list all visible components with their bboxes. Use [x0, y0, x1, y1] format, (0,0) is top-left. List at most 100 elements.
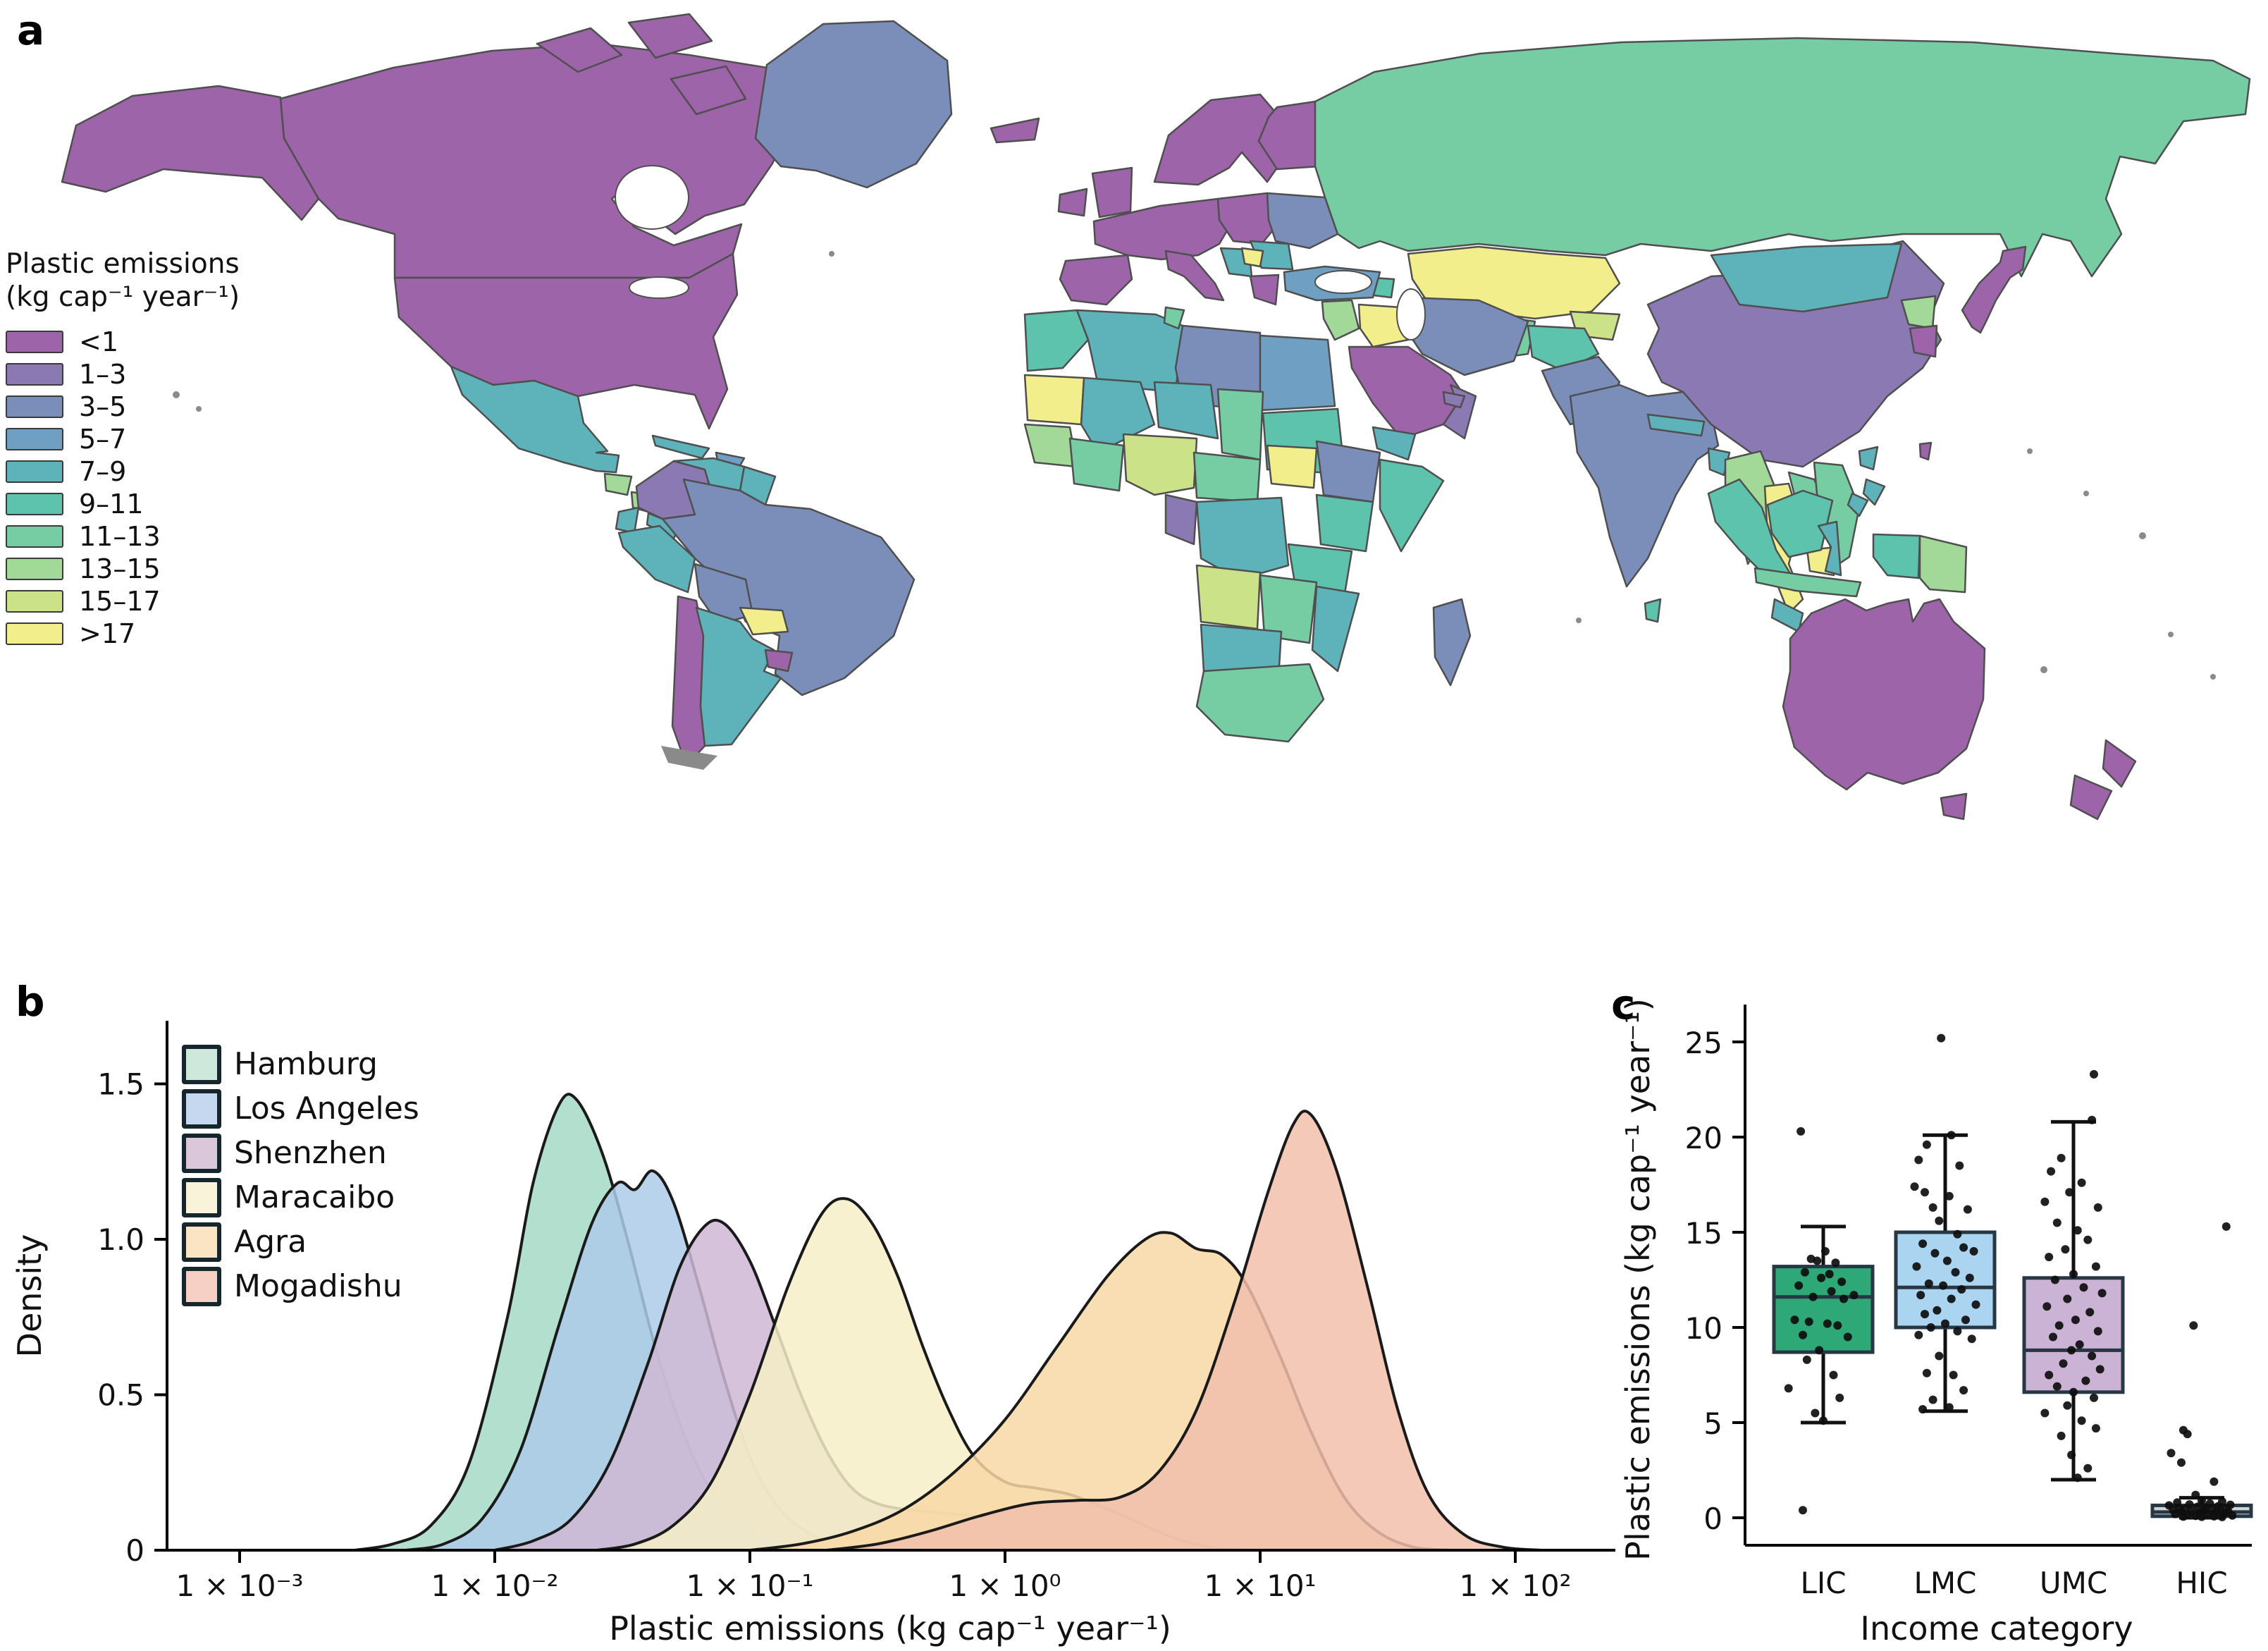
- data-point: [1961, 1315, 1970, 1325]
- island-speck: [2139, 532, 2146, 539]
- data-point: [1914, 1330, 1923, 1339]
- region-cuba: [651, 434, 710, 460]
- data-point: [2077, 1416, 2086, 1425]
- water-body: [1396, 288, 1426, 340]
- data-point: [1808, 1292, 1818, 1301]
- data-point: [1951, 1268, 1960, 1277]
- data-point: [2073, 1226, 2082, 1235]
- x-axis-tick-label: 1 × 10⁻¹: [686, 1569, 813, 1603]
- y-axis-tick-label: 15: [1685, 1216, 1722, 1251]
- region-ireland: [1057, 188, 1088, 217]
- data-point: [1829, 1370, 1838, 1380]
- data-point: [2075, 1340, 2084, 1349]
- data-point: [2088, 1351, 2097, 1361]
- region-bangladesh: [1707, 447, 1731, 477]
- data-point: [1922, 1368, 1931, 1377]
- world-choropleth-map: [61, 13, 2251, 821]
- y-axis-tick-label: 0.5: [97, 1378, 144, 1413]
- data-point: [2063, 1294, 2072, 1303]
- density-curve-mogadishu: [825, 1110, 1543, 1552]
- region-philippines-1: [1858, 446, 1879, 471]
- island-speck: [1576, 618, 1582, 623]
- density-legend-label: Maracaibo: [234, 1179, 395, 1215]
- region-taiwan: [1918, 441, 1933, 461]
- map-legend-item: 9–11: [6, 488, 259, 520]
- region-egypt: [1259, 334, 1336, 412]
- density-legend-swatch: [182, 1088, 221, 1129]
- density-legend-item: Mogadishu: [182, 1264, 419, 1308]
- region-uk: [1091, 166, 1133, 219]
- data-point: [1933, 1306, 1942, 1315]
- region-zambia-zimbabwe: [1259, 574, 1318, 644]
- region-mozambique: [1311, 585, 1360, 673]
- density-legend-item: Agra: [182, 1220, 419, 1264]
- region-java: [1754, 567, 1862, 598]
- data-point: [1922, 1140, 1931, 1149]
- region-iberia: [1059, 254, 1133, 306]
- data-point: [2081, 1376, 2090, 1385]
- region-borneo: [1766, 489, 1834, 558]
- data-point: [1827, 1287, 1836, 1296]
- x-axis-tick-label: 1 × 10²: [1460, 1569, 1572, 1603]
- map-legend-label: 7–9: [79, 455, 127, 487]
- region-morocco: [1023, 309, 1090, 372]
- data-point: [2178, 1512, 2188, 1521]
- map-legend-swatch: [6, 589, 63, 613]
- region-s-korea: [1909, 324, 1938, 358]
- region-philippines-3: [1847, 492, 1869, 517]
- island-speck: [2210, 674, 2216, 680]
- region-brazil: [661, 478, 916, 696]
- panel-c-label: c: [1611, 981, 1636, 1029]
- data-point: [1799, 1506, 1807, 1515]
- data-point: [1796, 1127, 1806, 1136]
- data-point: [1969, 1247, 1978, 1256]
- region-nepal: [1646, 413, 1706, 437]
- island-speck: [2083, 491, 2089, 496]
- map-legend-item: 5–7: [6, 423, 259, 455]
- region-arctic1: [536, 27, 623, 73]
- category-label: UMC: [2040, 1566, 2107, 1600]
- density-curves: [352, 1093, 1543, 1552]
- map-legend-item: >17: [6, 618, 259, 650]
- data-point: [1945, 1403, 1954, 1412]
- density-axes: 0 0.5 1.0 1.5 1 × 10⁻³ 1 × 10⁻² 1 × 10⁻¹ 1 × 10…: [97, 1021, 1615, 1603]
- region-south-sudan: [1266, 444, 1318, 489]
- data-point: [2167, 1449, 2176, 1458]
- region-mauritania: [1023, 374, 1085, 426]
- map-legend-title-line1: Plastic emissions: [6, 248, 240, 280]
- region-italy: [1164, 250, 1225, 302]
- data-point: [1935, 1216, 1944, 1225]
- region-nz-north: [2102, 739, 2137, 788]
- island-speck: [829, 251, 834, 257]
- map-water-bodies: [615, 165, 1426, 340]
- data-point: [2090, 1393, 2098, 1402]
- data-point: [1843, 1332, 1852, 1342]
- data-point: [2189, 1321, 2198, 1330]
- map-legend-swatch: [6, 492, 63, 515]
- y-axis-tick-label: 0: [125, 1533, 144, 1568]
- region-gabon-congo: [1164, 493, 1198, 546]
- data-point: [2218, 1512, 2226, 1521]
- y-axis-tick-label: 1.5: [97, 1067, 144, 1102]
- data-point: [2198, 1496, 2206, 1505]
- water-body: [629, 276, 689, 299]
- data-point: [2049, 1332, 2057, 1342]
- data-point: [2061, 1245, 2070, 1254]
- map-legend-swatch: [6, 395, 63, 418]
- data-point: [1910, 1182, 1919, 1191]
- data-point: [2059, 1359, 2068, 1368]
- data-point: [1825, 1270, 1834, 1279]
- data-point: [1965, 1273, 1974, 1282]
- data-point: [1811, 1408, 1820, 1418]
- data-point: [2097, 1289, 2107, 1298]
- data-point: [1815, 1346, 1824, 1355]
- data-point: [1967, 1334, 1976, 1344]
- map-legend-items: <1 1–3 3–5 5–7 7–9 9–11 11–13 13–15 15–17 >17: [6, 326, 259, 650]
- density-legend-swatch: [182, 1266, 221, 1306]
- data-point: [2052, 1218, 2061, 1227]
- boxplot-y-axis-title: Plastic emissions (kg cap⁻¹ year⁻¹): [1621, 998, 1657, 1561]
- data-point: [1799, 1330, 1807, 1339]
- data-point: [1945, 1191, 1954, 1201]
- density-y-axis-title: Density: [11, 1234, 49, 1358]
- map-legend-item: 15–17: [6, 585, 259, 618]
